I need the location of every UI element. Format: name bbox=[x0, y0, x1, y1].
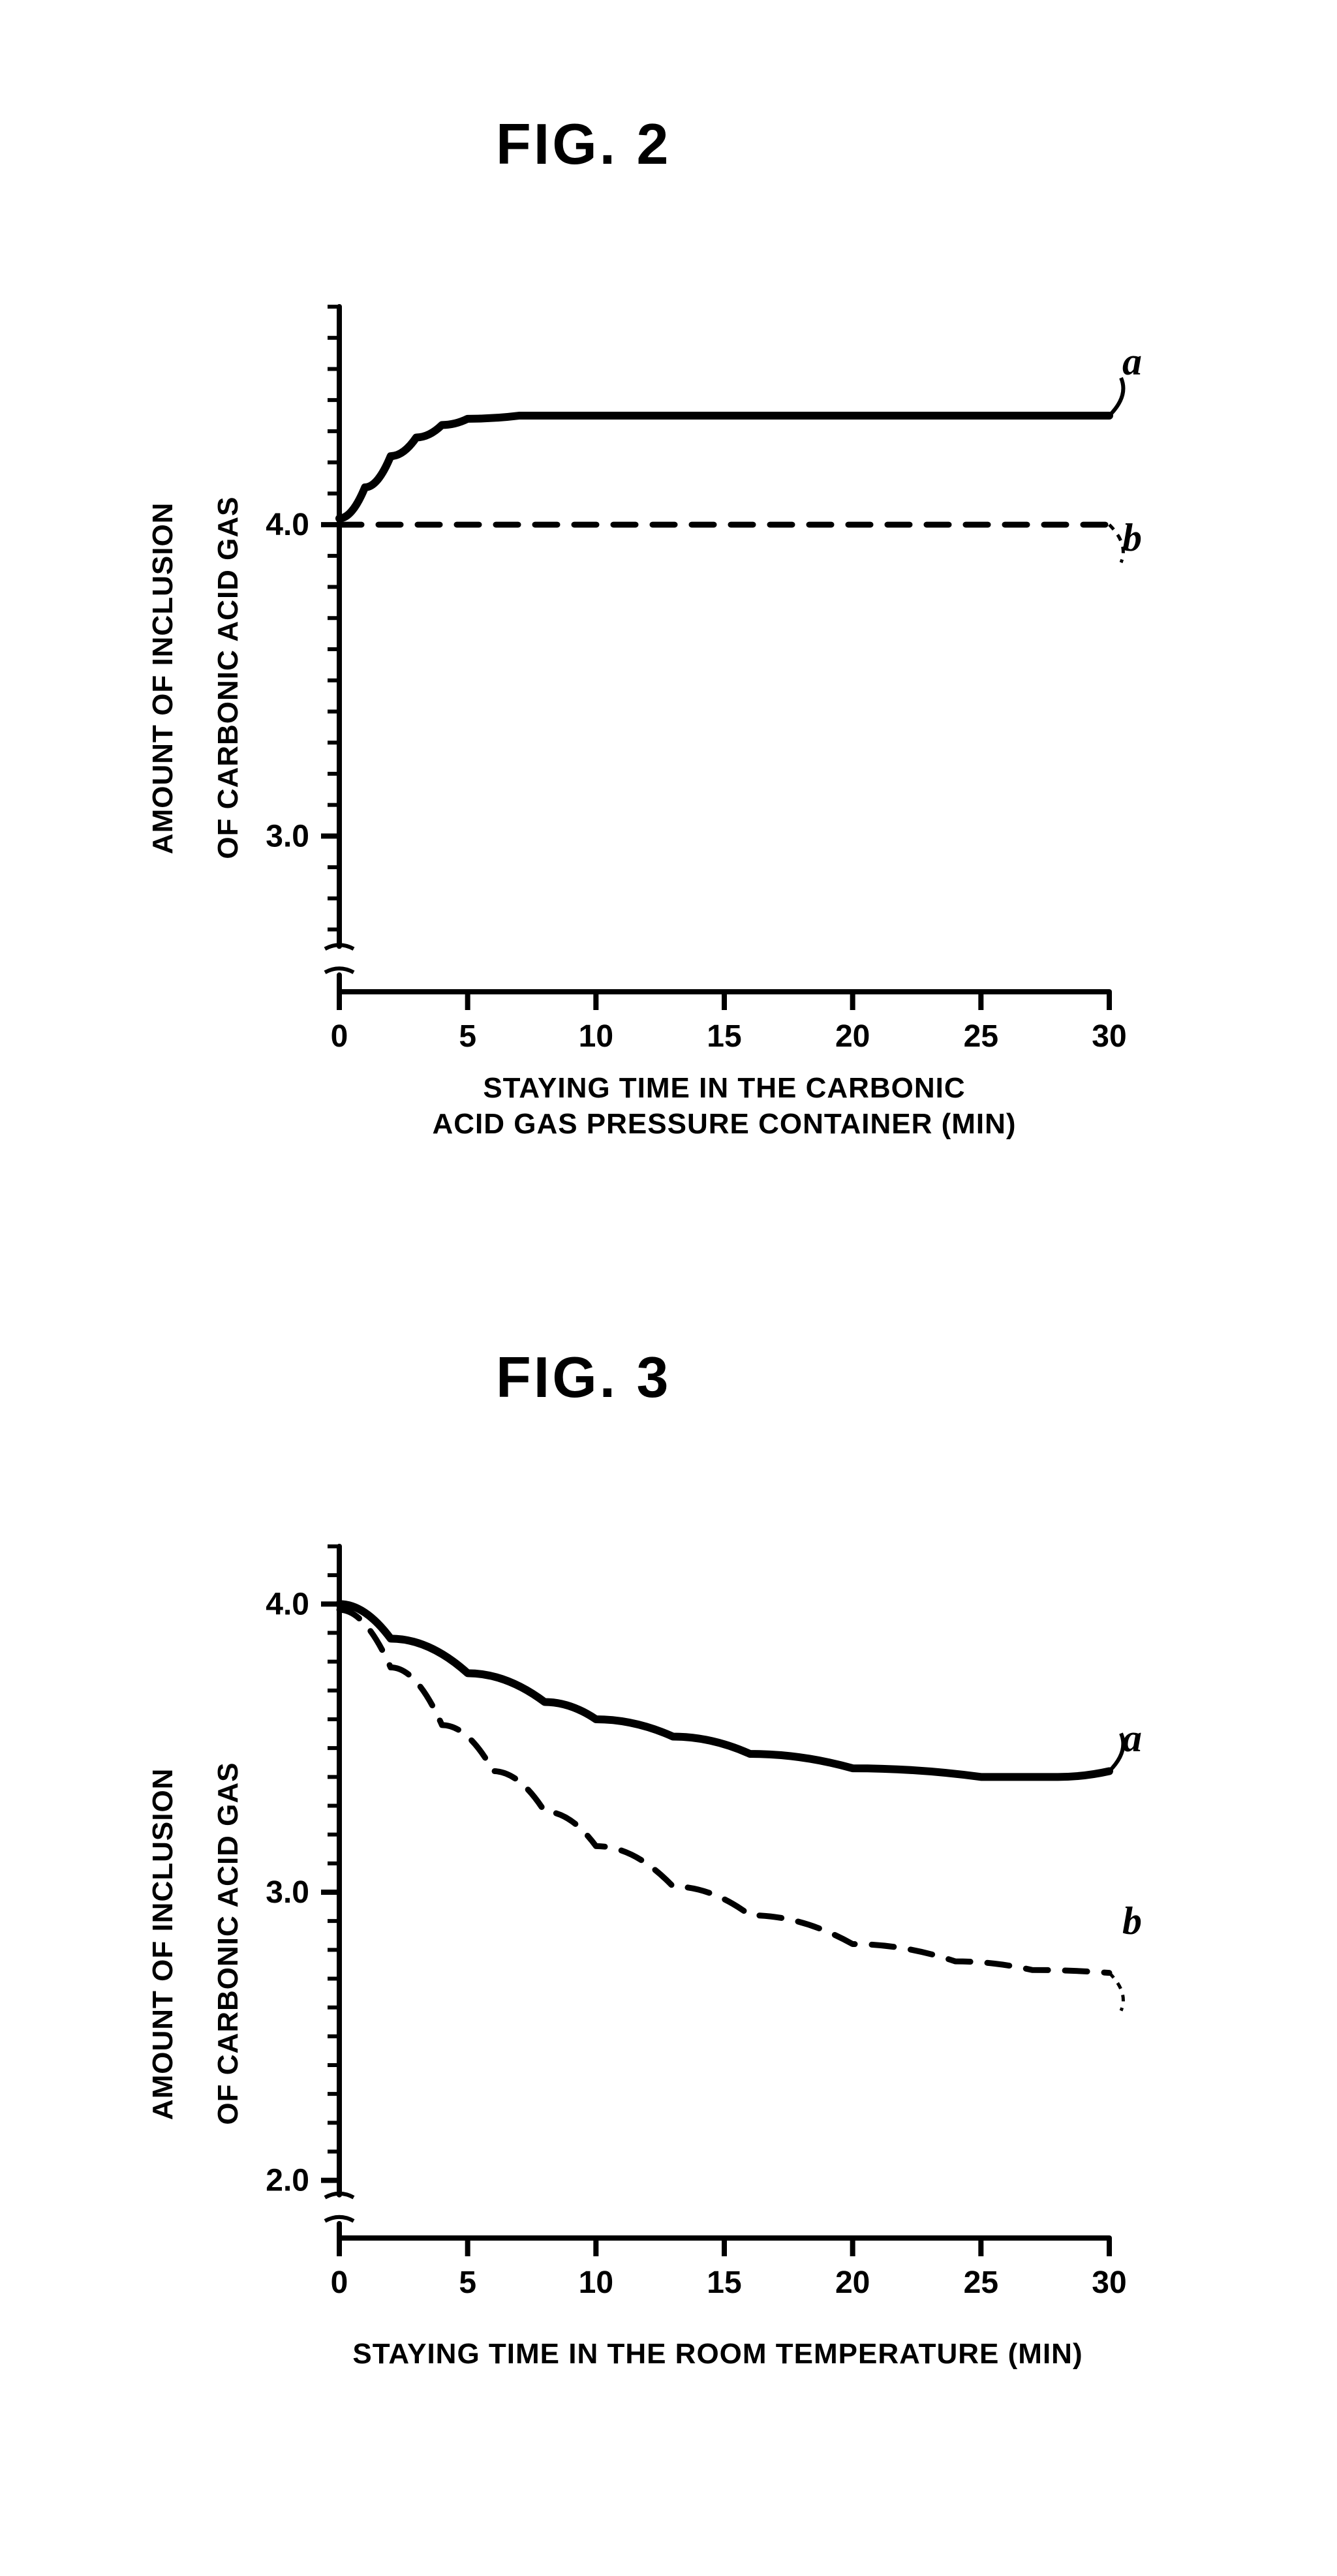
svg-text:10: 10 bbox=[579, 2265, 613, 2300]
fig3-ylabel-line2: OF CARBONIC ACID GAS bbox=[212, 1762, 244, 2124]
svg-text:30: 30 bbox=[1092, 2265, 1126, 2300]
svg-text:10: 10 bbox=[579, 1019, 613, 1054]
svg-text:25: 25 bbox=[964, 2265, 998, 2300]
svg-text:15: 15 bbox=[707, 1019, 741, 1054]
svg-text:0: 0 bbox=[331, 1019, 348, 1054]
svg-text:4.0: 4.0 bbox=[266, 1587, 309, 1621]
svg-text:30: 30 bbox=[1092, 1019, 1126, 1054]
fig2-xlabel: STAYING TIME IN THE CARBONIC ACID GAS PR… bbox=[339, 1070, 1109, 1142]
fig2-ylabel-line2: OF CARBONIC ACID GAS bbox=[212, 496, 244, 859]
svg-text:0: 0 bbox=[331, 2265, 348, 2300]
svg-text:20: 20 bbox=[835, 2265, 870, 2300]
fig3-label-a: a bbox=[1122, 1716, 1142, 1761]
fig3-label-b: b bbox=[1122, 1899, 1142, 1944]
fig3-ylabel: AMOUNT OF INCLUSION OF CARBONIC ACID GAS bbox=[114, 1667, 277, 2254]
fig3-ylabel-line1: AMOUNT OF INCLUSION bbox=[147, 1768, 179, 2121]
svg-text:5: 5 bbox=[459, 1019, 476, 1054]
svg-text:5: 5 bbox=[459, 2265, 476, 2300]
fig2-xlabel-line2: ACID GAS PRESSURE CONTAINER (MIN) bbox=[432, 1108, 1016, 1140]
svg-text:15: 15 bbox=[707, 2265, 741, 2300]
fig2-ylabel-line1: AMOUNT OF INCLUSION bbox=[147, 502, 179, 855]
fig3-xlabel: STAYING TIME IN THE ROOM TEMPERATURE (MI… bbox=[228, 2336, 1207, 2372]
svg-text:20: 20 bbox=[835, 1019, 870, 1054]
fig2-label-b: b bbox=[1122, 515, 1142, 560]
fig3-xlabel-line1: STAYING TIME IN THE ROOM TEMPERATURE (MI… bbox=[352, 2338, 1083, 2370]
svg-text:25: 25 bbox=[964, 1019, 998, 1054]
page: FIG. 2 0510152025303.04.0 AMOUNT OF INCL… bbox=[0, 0, 1337, 2576]
fig2-label-a: a bbox=[1122, 339, 1142, 384]
fig2-xlabel-line1: STAYING TIME IN THE CARBONIC bbox=[483, 1072, 965, 1104]
fig2-ylabel: AMOUNT OF INCLUSION OF CARBONIC ACID GAS bbox=[114, 401, 277, 989]
